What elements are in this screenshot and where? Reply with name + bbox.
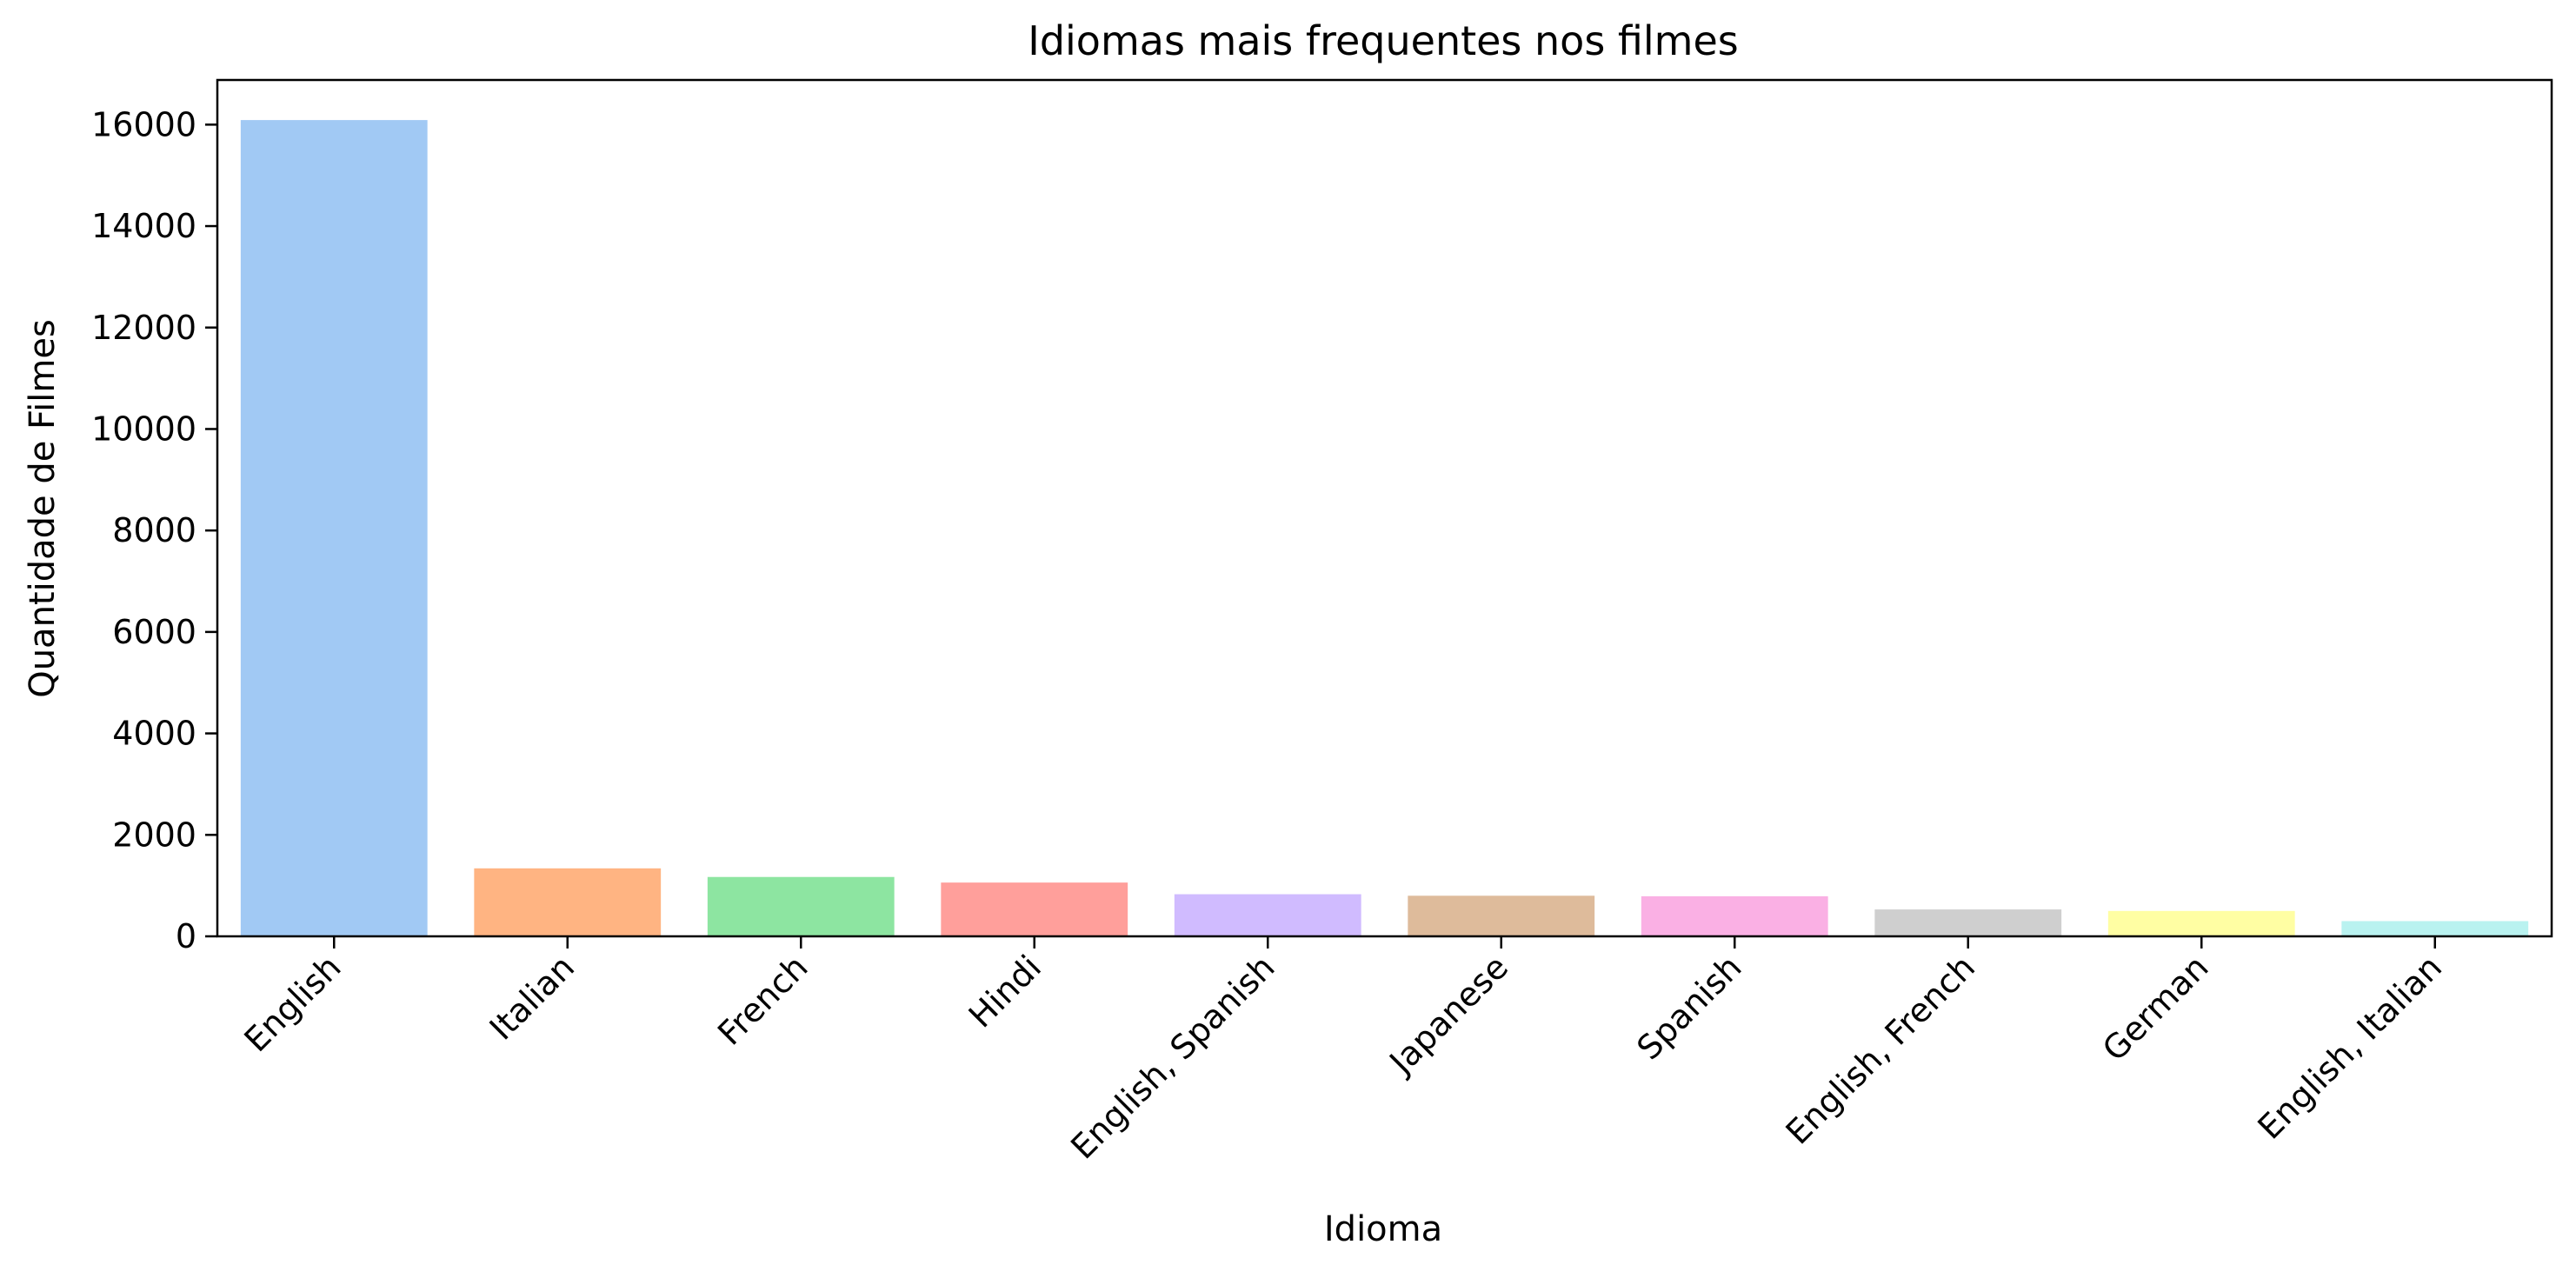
y-tick-label: 12000 (91, 309, 196, 347)
bar-spanish (1641, 895, 1828, 936)
bar-french (707, 876, 895, 936)
y-tick-label: 10000 (91, 409, 196, 448)
y-tick-label: 8000 (112, 511, 196, 549)
y-tick-label: 6000 (112, 613, 196, 651)
chart-title: Idiomas mais frequentes nos filmes (1028, 17, 1739, 64)
bar-japanese (1408, 895, 1595, 936)
plot-frame (216, 78, 2553, 938)
y-tick-label: 16000 (91, 105, 196, 143)
x-axis-label: Idioma (1324, 1209, 1442, 1249)
bar-english-french (1874, 909, 2062, 936)
y-tick-label: 14000 (91, 207, 196, 245)
y-tick-label: 2000 (112, 815, 196, 854)
bar-english-spanish (1174, 894, 1361, 936)
bar-italian (474, 868, 662, 936)
y-tick-label: 4000 (112, 715, 196, 753)
bar-german (2107, 910, 2295, 936)
bar-english-italian (2341, 921, 2529, 936)
bar-hindi (941, 882, 1128, 936)
y-tick-label: 0 (176, 917, 196, 955)
y-axis-label: Quantidade de Filmes (23, 319, 63, 698)
bar-english (240, 120, 428, 936)
y-axis: 0 2000 4000 6000 8000 10000 12000 14000 16000 (91, 105, 217, 955)
bars-layer (240, 120, 2529, 936)
